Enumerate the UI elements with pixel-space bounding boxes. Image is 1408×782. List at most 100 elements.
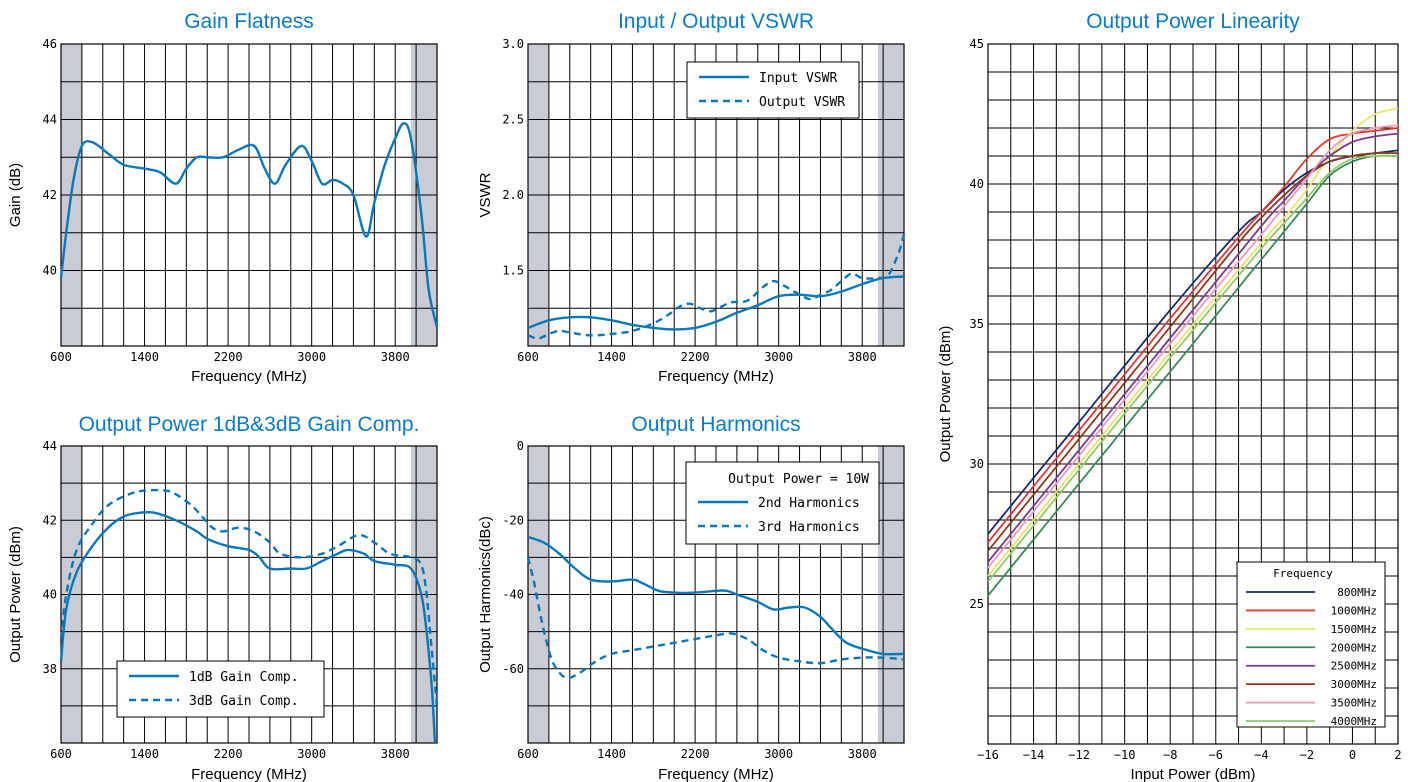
series-line-0 (59, 510, 437, 744)
x-tick-label: 0 (1349, 748, 1356, 762)
x-axis-label: Frequency (MHz) (191, 766, 307, 782)
chart-title: Output Power 1dB&3dB Gain Comp. (79, 413, 420, 436)
series-line-2 (987, 107, 1399, 577)
series-line-7 (987, 154, 1399, 583)
y-tick-label: -60 (502, 662, 524, 676)
y-tick-label: 42 (43, 513, 57, 527)
y-axis-label: Output Power (dBm) (937, 326, 954, 463)
legend-box (686, 61, 860, 119)
y-tick-label: 38 (43, 662, 57, 676)
x-tick-label: 3800 (381, 350, 410, 364)
series-line-3 (987, 154, 1399, 597)
x-tick-label: 600 (50, 747, 72, 761)
y-tick-label: 2.5 (502, 113, 524, 127)
x-tick-label: 1400 (597, 747, 626, 761)
legend-label: Output VSWR (759, 95, 845, 110)
legend-label: 4000MHz (1331, 715, 1377, 728)
legend-label: 800MHz (1337, 586, 1377, 599)
y-tick-label: 40 (43, 264, 57, 278)
x-tick-label: 3000 (297, 350, 326, 364)
chart-gain: 600 1400 2200 3000 3800 40 42 44 46 Gain Flatness… (7, 10, 439, 385)
x-tick-label: −4 (1254, 748, 1268, 762)
legend-label: 3rd Harmonics (758, 520, 860, 535)
x-tick-label: 3800 (848, 350, 877, 364)
legend: Input VSWR Output VSWR (686, 61, 860, 119)
legend-label: 1000MHz (1331, 604, 1377, 617)
series-line-0 (527, 535, 905, 656)
chart-pout: 600 1400 2200 3000 3800 38 40 42 44 Output Power … (7, 413, 439, 782)
legend: Output Power = 10W 2nd Harmonics 3rd Harmo… (685, 461, 880, 545)
x-tick-label: 2200 (214, 747, 243, 761)
x-tick-label: −2 (1300, 748, 1314, 762)
legend: 1dB Gain Comp. 3dB Gain Comp. (116, 660, 325, 718)
x-tick-label: 2200 (681, 350, 710, 364)
series-line-6 (987, 124, 1399, 569)
y-tick-label: 2.0 (502, 188, 524, 202)
y-tick-label: 44 (43, 113, 57, 127)
x-tick-label: −6 (1209, 748, 1223, 762)
y-axis-label: Output Harmonics(dBc) (477, 516, 494, 673)
chart-title: Output Harmonics (631, 413, 800, 436)
y-tick-label: 40 (970, 177, 984, 191)
x-tick-label: 600 (50, 350, 72, 364)
legend-box (116, 660, 325, 718)
legend-label: 1dB Gain Comp. (189, 670, 299, 685)
chart-harm: 600 1400 2200 3000 3800 -60 -40 -20 0 Output Harm… (477, 413, 905, 782)
y-tick-label: 3.0 (502, 37, 524, 51)
x-tick-label: 600 (517, 350, 539, 364)
x-tick-label: −16 (977, 748, 999, 762)
chart-title: Output Power Linearity (1086, 10, 1300, 33)
x-tick-label: 3000 (764, 350, 793, 364)
chart-vswr: 600 1400 2200 3000 3800 1.5 2.0 2.5 3.0 Input / O… (477, 10, 906, 385)
x-tick-label: 600 (517, 747, 539, 761)
legend-title: Frequency (1273, 567, 1333, 580)
x-tick-label: −8 (1163, 748, 1177, 762)
y-tick-label: 45 (970, 37, 984, 51)
x-tick-label: 3800 (848, 747, 877, 761)
x-axis-label: Frequency (MHz) (191, 368, 307, 385)
y-tick-label: 46 (43, 37, 57, 51)
plot-frame (987, 43, 1399, 745)
chart-title: Input / Output VSWR (618, 10, 814, 33)
legend-box (1236, 561, 1386, 728)
legend-label: 2nd Harmonics (758, 496, 860, 511)
y-axis-label: VSWR (477, 172, 494, 217)
plot-frame (527, 445, 905, 744)
chart-lin: −16 −14 −12 −10 −8 −6 −4 −2 0 2 25 30 35 40 45 Output P… (937, 10, 1402, 782)
series-line-5 (987, 152, 1399, 552)
x-tick-label: 3000 (764, 747, 793, 761)
y-tick-label: -20 (502, 513, 524, 527)
x-axis-label: Frequency (MHz) (658, 766, 774, 782)
x-tick-label: −10 (1114, 748, 1136, 762)
series-line-4 (987, 132, 1399, 563)
plot-frame (527, 43, 905, 347)
y-axis-label: Output Power (dBm) (7, 526, 24, 663)
x-tick-label: 2200 (214, 350, 243, 364)
x-tick-label: −12 (1068, 748, 1090, 762)
y-tick-label: 35 (970, 317, 984, 331)
legend: Frequency 800MHz 1000MHz 1500MHz 2000MHz 2500… (1236, 561, 1386, 728)
y-axis-label: Gain (dB) (7, 163, 24, 227)
x-tick-label: 1400 (130, 747, 159, 761)
legend-label: 2000MHz (1331, 641, 1377, 654)
x-axis-label: Frequency (MHz) (658, 368, 774, 385)
legend-header: Output Power = 10W (728, 472, 869, 487)
legend-label: 2500MHz (1331, 660, 1377, 673)
series-line-0 (59, 122, 439, 328)
legend-label: Input VSWR (759, 71, 837, 86)
series-line-1 (526, 557, 905, 680)
legend-label: 1500MHz (1331, 623, 1377, 636)
x-axis-label: Input Power (dBm) (1130, 766, 1255, 782)
y-tick-label: 0 (517, 439, 524, 453)
x-tick-label: 2 (1394, 748, 1401, 762)
chart-title: Gain Flatness (184, 10, 314, 33)
y-tick-label: 25 (970, 597, 984, 611)
x-tick-label: 1400 (130, 350, 159, 364)
x-tick-label: −14 (1023, 748, 1045, 762)
y-tick-label: 42 (43, 188, 57, 202)
series-line-1 (59, 488, 439, 707)
y-tick-label: 1.5 (502, 264, 524, 278)
legend-label: 3dB Gain Comp. (189, 694, 299, 709)
x-tick-label: 2200 (681, 747, 710, 761)
